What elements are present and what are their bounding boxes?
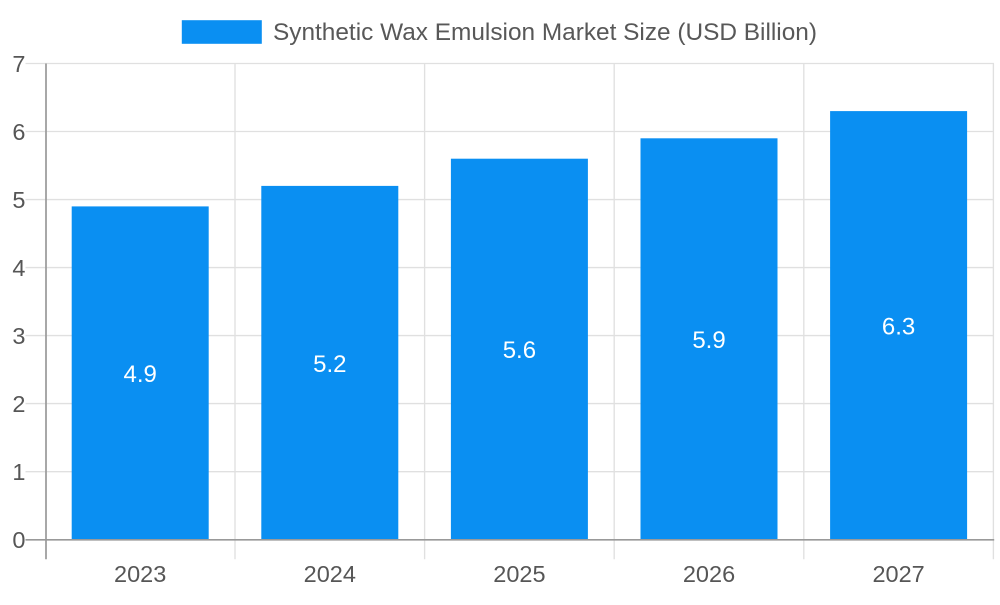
svg-text:Synthetic Wax Emulsion Market: Synthetic Wax Emulsion Market Size (USD … bbox=[273, 19, 817, 46]
svg-text:5.6: 5.6 bbox=[503, 337, 536, 364]
svg-text:3: 3 bbox=[12, 323, 25, 349]
svg-text:5: 5 bbox=[12, 187, 25, 213]
svg-text:7: 7 bbox=[12, 51, 25, 77]
svg-text:6: 6 bbox=[12, 119, 25, 145]
svg-text:2024: 2024 bbox=[304, 561, 356, 587]
svg-text:2027: 2027 bbox=[872, 561, 924, 587]
svg-text:2025: 2025 bbox=[493, 561, 545, 587]
svg-text:2026: 2026 bbox=[683, 561, 735, 587]
svg-text:2: 2 bbox=[12, 391, 25, 417]
svg-text:6.3: 6.3 bbox=[882, 313, 915, 340]
svg-text:0: 0 bbox=[12, 527, 25, 553]
svg-text:5.9: 5.9 bbox=[692, 327, 725, 354]
svg-text:4: 4 bbox=[12, 255, 25, 281]
svg-text:5.2: 5.2 bbox=[313, 351, 346, 378]
svg-text:4.9: 4.9 bbox=[124, 361, 157, 388]
svg-text:1: 1 bbox=[12, 459, 25, 485]
svg-text:2023: 2023 bbox=[114, 561, 166, 587]
